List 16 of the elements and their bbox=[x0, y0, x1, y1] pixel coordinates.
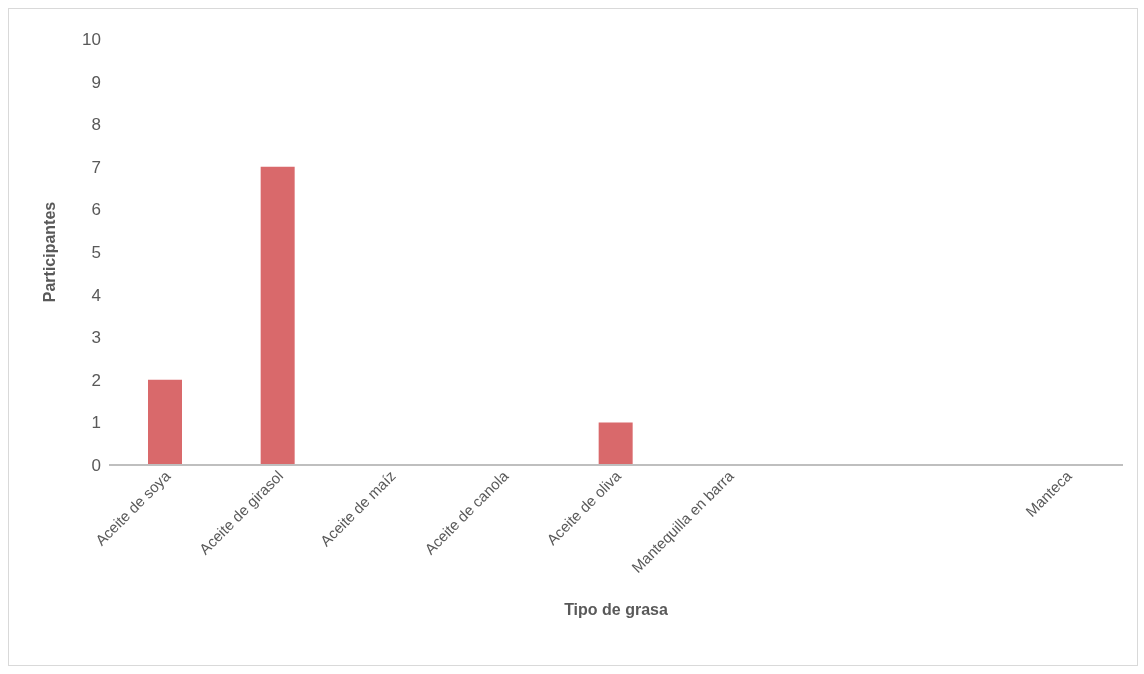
y-tick-label: 9 bbox=[91, 72, 101, 92]
y-tick-label: 4 bbox=[91, 285, 101, 305]
x-axis-title: Tipo de grasa bbox=[564, 601, 668, 618]
y-tick-label: 3 bbox=[91, 328, 101, 348]
y-tick-label: 5 bbox=[91, 243, 101, 263]
y-tick-label: 0 bbox=[91, 456, 101, 476]
bar bbox=[148, 379, 182, 465]
y-tick-label: 6 bbox=[91, 200, 101, 220]
y-tick-label: 7 bbox=[91, 157, 101, 177]
y-axis-title: Participantes bbox=[40, 201, 58, 303]
bar bbox=[260, 166, 295, 465]
y-tick-label: 1 bbox=[91, 413, 101, 433]
y-tick-label: 2 bbox=[91, 370, 101, 390]
bar bbox=[598, 422, 633, 465]
y-tick-label: 10 bbox=[82, 30, 101, 50]
y-tick-label: 8 bbox=[91, 115, 101, 135]
